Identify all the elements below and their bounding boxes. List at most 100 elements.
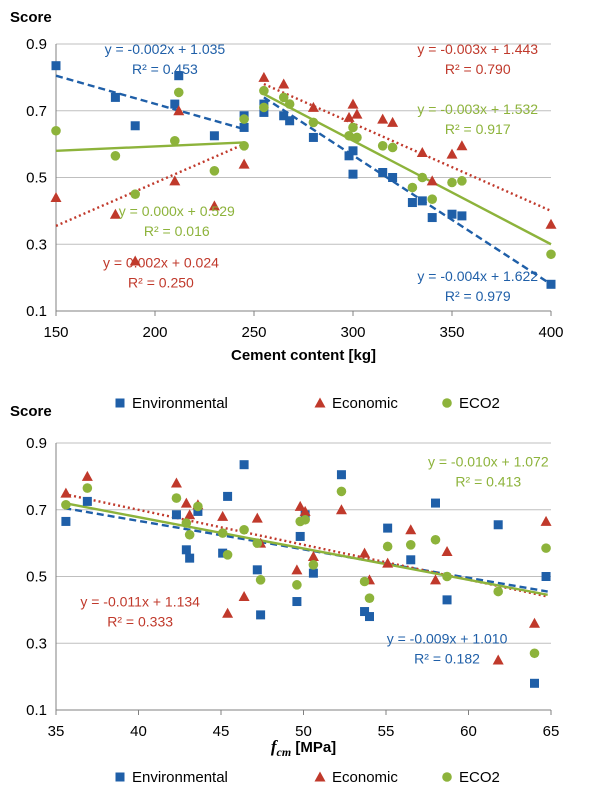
x-axis-label-unit: [MPa] [291,739,336,756]
eco2-point [308,117,319,128]
trendline-eco2 [55,141,245,152]
legend-label-environmental: Environmental [132,395,228,412]
eco2-point [447,177,457,188]
environmental-point [181,545,191,555]
regression-equation: R² = 0.182 [414,650,480,666]
economic-point [416,146,428,157]
environmental-point [348,146,358,156]
chart-2: 0.1 0.3 0.5 0.7 0.9 35 40 45 50 55 60 65 Score fcm [M… [10,403,559,786]
x-tick-label: 45 [213,723,230,740]
economic-point [222,607,234,618]
economic-point [335,504,347,515]
regression-equation: y = 0.000x + 0.529 [119,203,235,219]
economic-point [251,512,263,523]
eco2-point [430,534,441,545]
environmental-point [447,209,457,219]
regression-equation: R² = 0.016 [144,223,210,239]
regression-equation: y = -0.011x + 1.134 [80,594,200,610]
environmental-point [295,531,305,541]
regression-equation: R² = 0.917 [445,121,511,137]
economic-point [456,140,468,151]
eco2-point [529,648,540,659]
environmental-point [171,510,181,520]
economic-point [545,218,557,229]
economic-point [50,192,62,203]
economic-point [446,148,458,159]
y-tick-label: 0.7 [26,502,47,519]
eco2-point [336,486,347,497]
environmental-point [308,568,318,578]
economic-point [208,200,220,211]
environmental-point [541,572,551,581]
eco2-point [61,499,71,510]
regression-equation: y = 0.002x + 0.024 [103,255,219,271]
eco2-point [359,576,370,587]
economic-point [170,477,182,488]
environmental-point [130,121,140,131]
regression-equation: y = -0.003x + 1.532 [417,101,538,117]
economic-point [492,654,504,665]
legend-marker-eco2 [442,772,452,782]
environmental-point [360,607,370,617]
eco2-point [51,125,61,136]
environmental-point [427,213,437,223]
regression-equation: y = -0.009x + 1.010 [387,630,508,646]
y-tick-label: 0.3 [26,236,47,253]
eco2-point [546,249,556,260]
environmental-point [170,99,180,109]
y-tick-label: 0.9 [26,36,47,53]
economic-point [184,509,196,520]
economic-point [430,574,441,585]
economic-point [529,617,540,628]
economic-point [307,550,319,561]
y-tick-label: 0.9 [26,435,47,452]
environmental-point [530,678,539,688]
x-tick-label: 60 [460,723,477,740]
environmental-point [185,553,195,563]
eco2-point [417,172,428,183]
environmental-point [344,151,354,161]
eco2-point [171,493,182,503]
economic-point [405,524,417,535]
legend-label-environmental: Environmental [132,769,228,786]
eco2-point [284,99,295,109]
trendline-economic [55,143,245,227]
eco2-point [222,550,233,560]
x-tick-label: 50 [295,723,312,740]
eco2-point [255,575,266,585]
x-axis-label-symbol: f [271,737,279,756]
eco2-point [541,543,551,553]
environmental-point [82,496,92,506]
eco2-point [352,132,362,143]
regression-equation: R² = 0.333 [107,614,173,630]
environmental-point [252,565,262,575]
eco2-point [173,87,184,98]
legend-label-economic: Economic [332,395,398,412]
economic-point [180,497,192,508]
x-axis-label: Cement content [kg] [231,347,376,364]
environmental-point [209,131,219,141]
eco2-point [308,560,319,570]
regression-equation: R² = 0.790 [445,61,511,77]
environmental-point [348,169,358,179]
economic-point [278,78,290,89]
economic-point [299,505,311,516]
economic-point [351,108,363,119]
eco2-point [181,518,192,528]
eco2-point [239,524,249,535]
eco2-point [184,529,195,540]
y-tick-label: 0.1 [26,702,47,719]
environmental-point [383,523,393,533]
y-tick-label: 0.5 [26,569,47,586]
economic-point [307,101,319,112]
eco2-point [259,102,269,113]
economic-point [169,175,181,186]
environmental-point [431,498,440,508]
regression-equation: R² = 0.413 [455,473,521,489]
environmental-point [218,548,228,558]
eco2-point [259,85,269,96]
economic-point [540,515,552,526]
eco2-point [348,122,358,133]
environmental-point [174,71,184,81]
